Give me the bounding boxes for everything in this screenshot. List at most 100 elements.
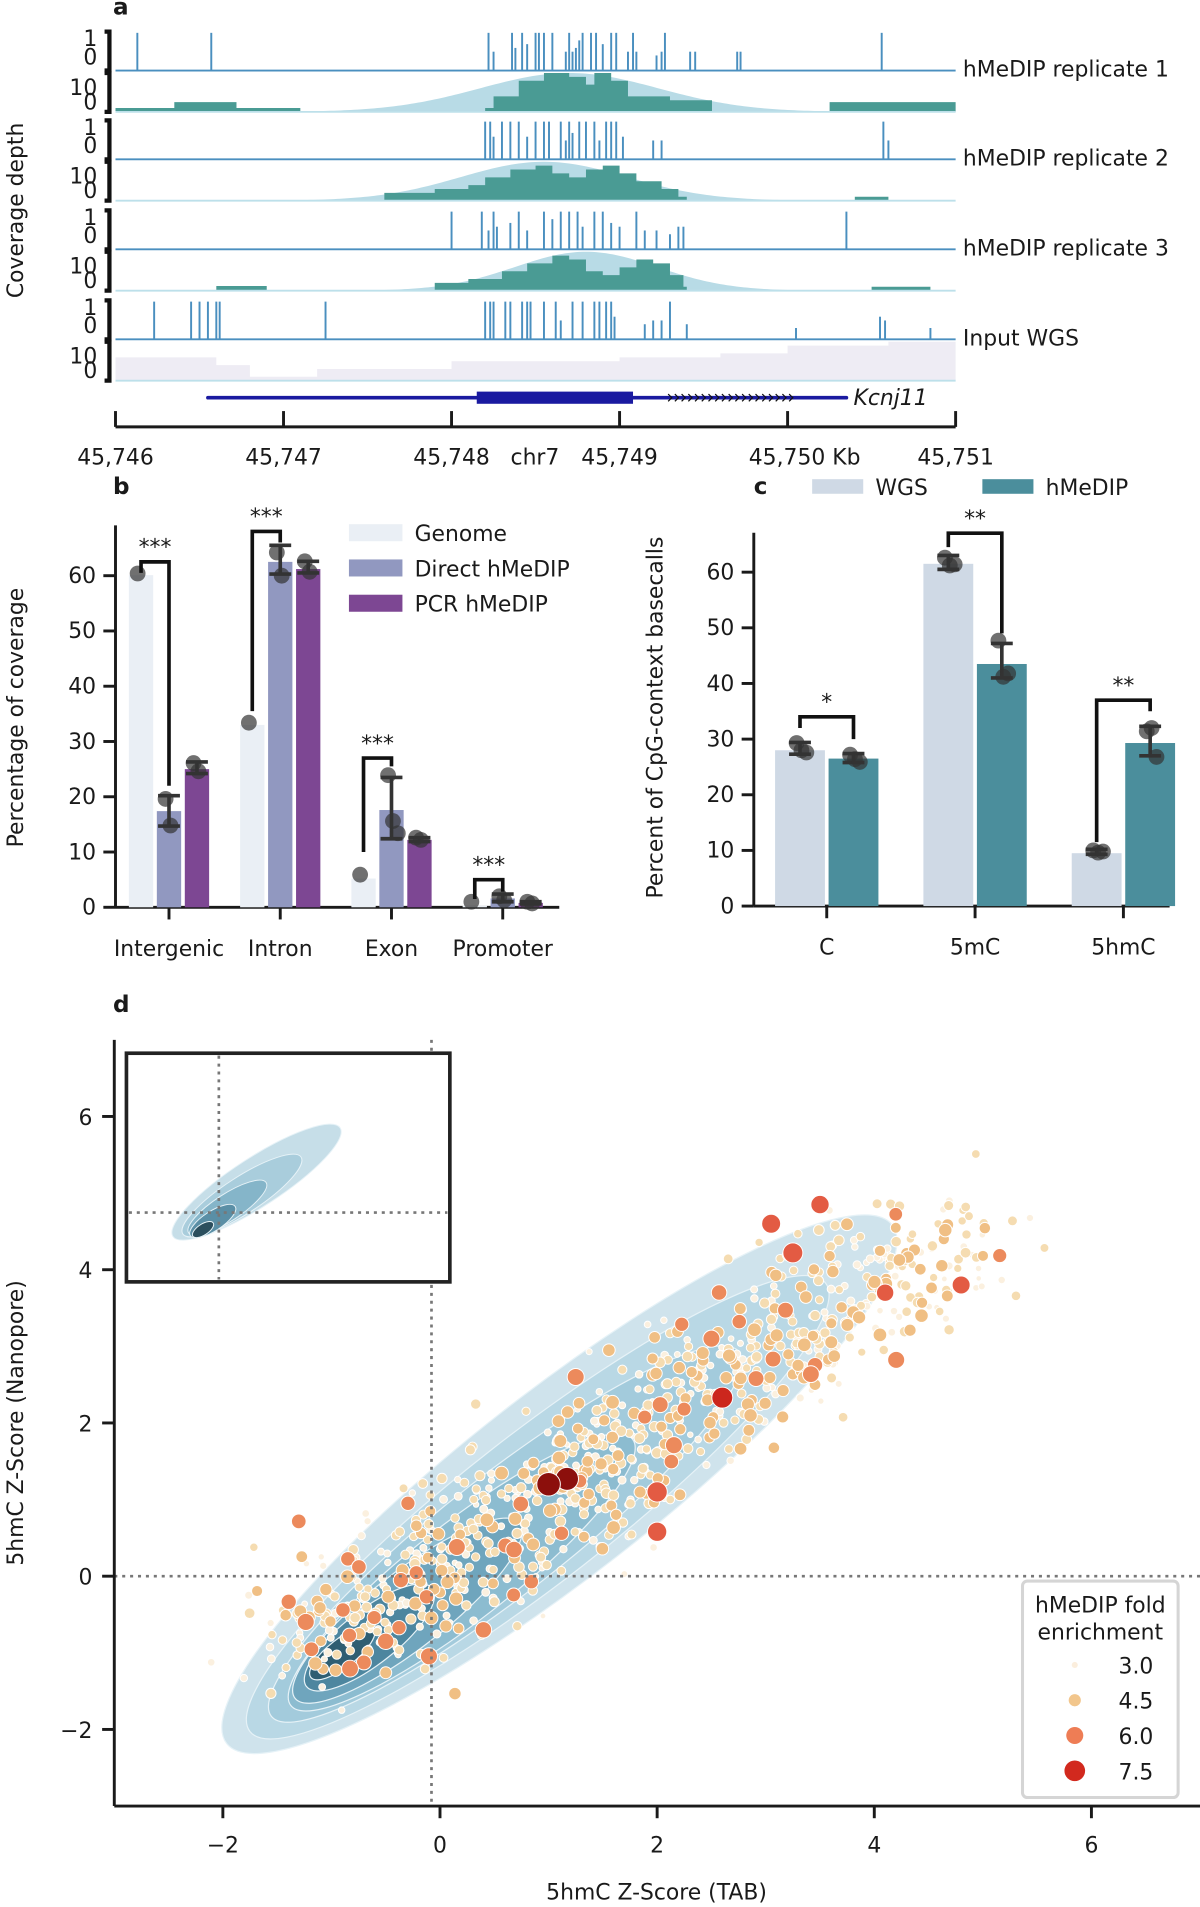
coverage-scale-bracket: [104, 70, 112, 115]
bar-pcr-hmedip: [407, 839, 432, 908]
scatter-point: [626, 1529, 637, 1540]
scatter-point: [503, 1494, 511, 1502]
bar-direct-hmedip: [268, 561, 293, 908]
scatter-point: [481, 1587, 491, 1597]
scatter-point: [826, 1264, 840, 1279]
legend-marker: [1066, 1727, 1084, 1745]
scatter-point: [941, 1314, 951, 1323]
highlighted-scatter-point: [761, 1213, 782, 1234]
input-coverage-area: [115, 341, 956, 381]
cpg-scale-min: 0: [83, 224, 97, 249]
scatter-point: [508, 1511, 523, 1526]
scatter-point: [423, 1518, 435, 1530]
panel-a-y-axis-label: Coverage depth: [4, 123, 29, 298]
scatter-point: [470, 1398, 482, 1410]
scatter-point: [602, 1343, 616, 1357]
hmedip-coverage-area: [115, 72, 956, 112]
cpg-scale-max: 1: [83, 27, 97, 52]
scatter-point: [799, 1290, 813, 1304]
y-tick-label: 50: [707, 616, 735, 641]
x-tick-label: Intron: [248, 937, 313, 962]
scatter-point: [733, 1371, 748, 1386]
scatter-point: [873, 1244, 887, 1257]
scatter-point: [349, 1611, 361, 1624]
scatter-point: [776, 1383, 790, 1398]
scatter-point: [975, 1275, 982, 1282]
replicate-point: [1148, 749, 1165, 765]
replicate-point: [157, 791, 174, 807]
scatter-point: [731, 1313, 747, 1330]
scatter-point: [889, 1306, 899, 1316]
scatter-point: [817, 1397, 825, 1405]
scatter-point: [318, 1683, 327, 1691]
scatter-point: [829, 1219, 841, 1231]
scatter-point: [453, 1491, 463, 1501]
scatter-point: [851, 1243, 859, 1251]
scatter-point: [477, 1576, 489, 1588]
scatter-point: [265, 1642, 275, 1652]
scatter-point: [809, 1309, 821, 1322]
scatter-point: [556, 1565, 567, 1576]
scatter-point: [663, 1453, 680, 1470]
scatter-point: [617, 1475, 627, 1485]
gene-annotation: Kcnj11: [206, 386, 928, 411]
replicate-point: [851, 754, 868, 770]
scatter-point: [826, 1284, 836, 1294]
cpg-scale-bracket: [104, 118, 112, 162]
scatter-point: [750, 1294, 759, 1303]
x-tick-label: Promoter: [453, 937, 553, 962]
strand-arrow: [734, 393, 740, 402]
scatter-point: [317, 1553, 325, 1561]
scatter-point: [775, 1340, 786, 1352]
scatter-point: [527, 1561, 539, 1572]
replicate-point: [1095, 843, 1111, 860]
panel-c-y-axis-label: Percent of CpG-context basecalls: [644, 537, 669, 899]
scatter-point: [609, 1408, 620, 1419]
scatter-point: [665, 1494, 676, 1505]
scatter-point: [888, 1206, 904, 1222]
coverage-scale-max: 10: [69, 255, 97, 280]
scatter-point: [267, 1629, 277, 1640]
scatter-point: [319, 1582, 333, 1597]
scatter-point: [474, 1470, 486, 1482]
scatter-point: [747, 1370, 765, 1388]
scatter-point: [277, 1635, 288, 1645]
scatter-point: [683, 1341, 694, 1352]
scatter-point: [437, 1542, 447, 1552]
scatter-point: [672, 1360, 686, 1375]
scatter-point: [964, 1211, 974, 1222]
highlighted-scatter-point: [810, 1194, 830, 1215]
scatter-point: [543, 1428, 552, 1437]
scatter-point: [560, 1405, 575, 1419]
scatter-point: [767, 1441, 781, 1455]
scatter-point: [641, 1444, 652, 1454]
scatter-point: [644, 1384, 655, 1395]
scatter-point: [957, 1216, 967, 1226]
scatter-point: [872, 1327, 888, 1343]
y-tick-label: 20: [68, 785, 96, 810]
bar-wgs: [923, 563, 974, 907]
legend-swatch: [982, 479, 1034, 494]
scatter-point: [866, 1291, 878, 1303]
scatter-point: [408, 1596, 423, 1611]
scatter-point: [685, 1366, 698, 1379]
x-tick-label: Intergenic: [114, 937, 224, 962]
bar-genome: [240, 724, 265, 908]
scatter-point: [496, 1489, 507, 1499]
scatter-point: [938, 1222, 953, 1238]
significance-stars: ***: [250, 505, 283, 530]
significance-bracket: [1094, 698, 1152, 843]
replicate-point: [240, 714, 257, 731]
scatter-point: [664, 1436, 683, 1455]
scatter-point: [787, 1316, 798, 1327]
scatter-point: [926, 1240, 939, 1252]
highlighted-scatter-point: [566, 1367, 585, 1386]
scatter-point: [943, 1324, 955, 1336]
scatter-point: [791, 1358, 805, 1372]
scatter-point: [554, 1515, 567, 1528]
coverage-scale-bracket: [104, 159, 112, 203]
replicate-point: [129, 565, 146, 582]
scatter-point: [857, 1347, 867, 1357]
scatter-point: [776, 1410, 790, 1424]
x-tick-label: 6: [1084, 1833, 1098, 1858]
